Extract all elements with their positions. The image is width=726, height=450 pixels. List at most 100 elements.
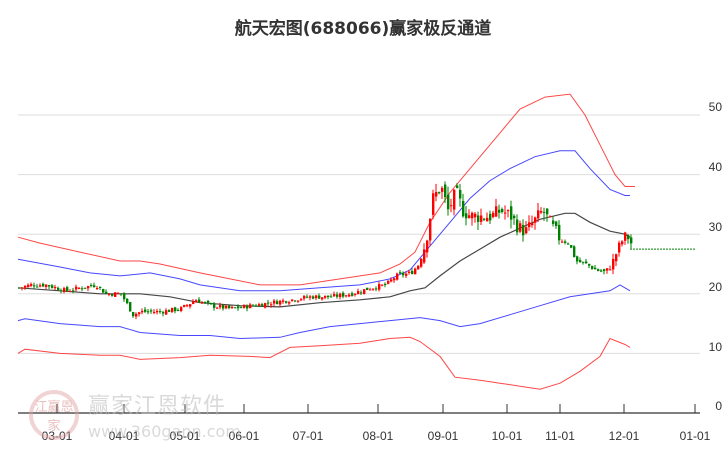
candle-down — [411, 270, 414, 275]
candle-up — [561, 241, 564, 243]
candle-up — [507, 210, 510, 212]
candle-down — [447, 194, 450, 210]
candle-down — [276, 301, 279, 305]
candle-up — [396, 273, 399, 280]
candle-down — [366, 287, 369, 291]
candle-up — [192, 301, 195, 304]
candle-up — [618, 242, 621, 253]
candle-up — [96, 288, 99, 290]
candle-down — [546, 208, 549, 215]
candle-up — [519, 223, 522, 232]
candle-up — [165, 310, 168, 315]
candle-down — [66, 287, 69, 291]
x-tick-label: 05-01 — [169, 429, 201, 443]
candle-down — [567, 243, 570, 245]
candle-up — [381, 284, 384, 286]
candle-down — [327, 295, 330, 298]
band-outer_upper — [17, 93, 635, 286]
candle-up — [471, 212, 474, 219]
candle-up — [357, 291, 360, 295]
candle-down — [603, 269, 606, 272]
x-tick-label: 09-01 — [427, 429, 459, 443]
candle-down — [147, 311, 150, 313]
candle-down — [510, 206, 513, 220]
candle-up — [420, 258, 423, 267]
candle-up — [414, 268, 417, 275]
candle-up — [339, 293, 342, 298]
candle-down — [456, 185, 459, 188]
candle-down — [228, 305, 231, 309]
candle-up — [273, 300, 276, 304]
candle-up — [390, 279, 393, 282]
candle-down — [132, 312, 135, 317]
candle-up — [249, 304, 252, 309]
candle-up — [315, 295, 318, 299]
candle-down — [591, 266, 594, 269]
candle-up — [303, 295, 306, 299]
candle-down — [81, 288, 84, 290]
candle-down — [213, 303, 216, 308]
candle-up — [624, 232, 627, 241]
candle-down — [483, 218, 486, 220]
candle-down — [210, 302, 213, 305]
candle-down — [588, 263, 591, 266]
candle-down — [162, 312, 165, 314]
candle-up — [504, 212, 507, 214]
candle-down — [582, 261, 585, 263]
candle-down — [306, 296, 309, 298]
candle-up — [78, 287, 81, 289]
candle-down — [159, 311, 162, 313]
candle-up — [24, 285, 27, 288]
candle-down — [177, 309, 180, 311]
candle-up — [432, 193, 435, 215]
candle-down — [198, 299, 201, 303]
candle-up — [324, 295, 327, 298]
candle-down — [120, 293, 123, 295]
candle-up — [609, 269, 612, 271]
candle-down — [51, 285, 54, 288]
candle-down — [513, 215, 516, 219]
candle-down — [84, 287, 87, 289]
candle-up — [291, 299, 294, 301]
candle-down — [267, 302, 270, 304]
candle-down — [564, 241, 567, 243]
candle-down — [543, 211, 546, 213]
candle-down — [261, 304, 264, 307]
candle-up — [537, 210, 540, 219]
candle-up — [474, 213, 477, 218]
candle-down — [570, 245, 573, 248]
candle-down — [318, 295, 321, 299]
candle-up — [363, 289, 366, 294]
candle-up — [531, 223, 534, 226]
candle-up — [297, 300, 300, 302]
candle-up — [63, 288, 66, 292]
candle-up — [264, 303, 267, 308]
candle-up — [429, 218, 432, 241]
candle-down — [150, 310, 153, 312]
candle-up — [69, 291, 72, 293]
candle-down — [522, 225, 525, 236]
candle-down — [336, 294, 339, 297]
watermark-url: www.360gann.com — [88, 422, 241, 441]
candle-down — [501, 208, 504, 213]
candle-down — [240, 307, 243, 309]
candle-down — [60, 290, 63, 292]
candle-down — [399, 272, 402, 274]
candle-up — [288, 302, 291, 304]
candle-down — [252, 305, 255, 307]
candle-down — [144, 309, 147, 312]
candle-down — [237, 306, 240, 309]
candle-down — [93, 285, 96, 288]
candle-down — [105, 291, 108, 294]
candle-up — [534, 217, 537, 223]
band-inner_lower — [17, 284, 631, 340]
candle-up — [621, 241, 624, 245]
candle-up — [453, 189, 456, 210]
candle-up — [387, 280, 390, 284]
candle-down — [255, 305, 258, 307]
candle-down — [33, 285, 36, 287]
candle-up — [321, 297, 324, 300]
x-tick-label: 04-01 — [108, 429, 140, 443]
candle-up — [378, 284, 381, 290]
